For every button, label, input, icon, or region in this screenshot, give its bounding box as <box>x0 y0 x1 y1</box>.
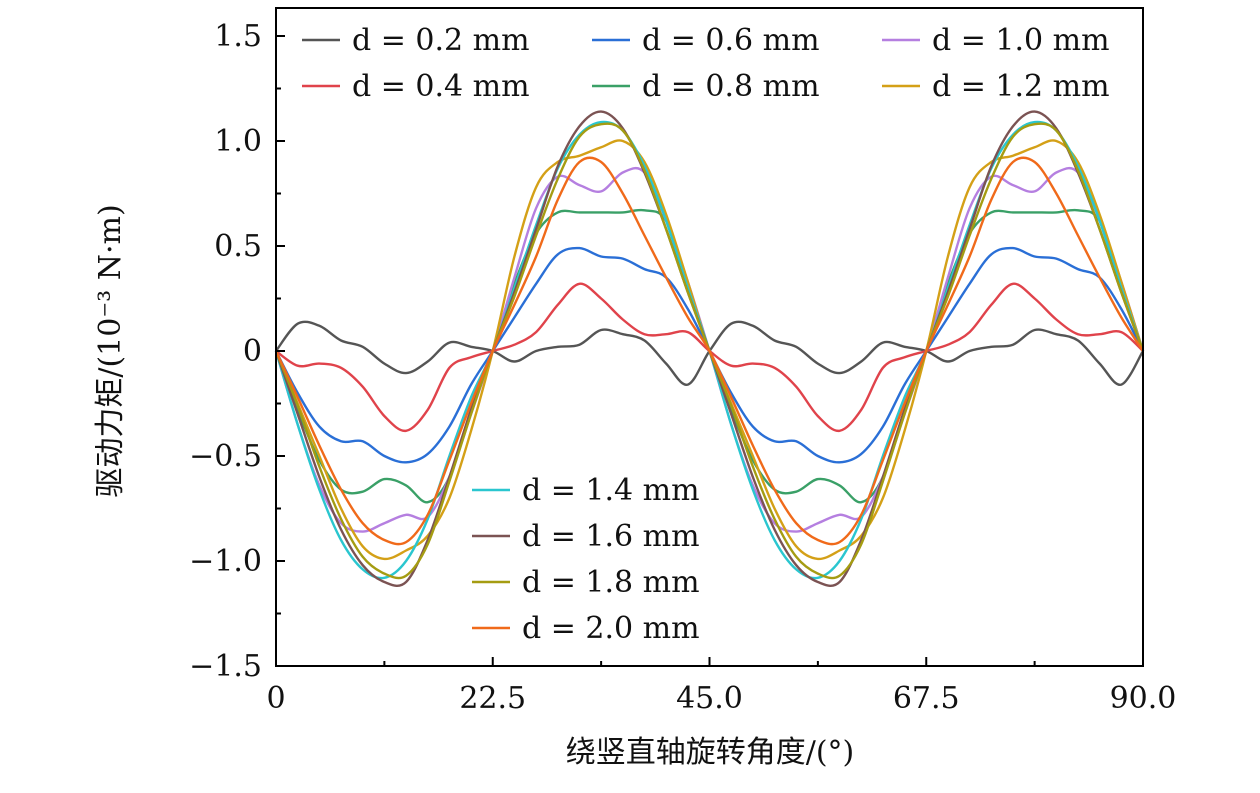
legend-item-9: d = 2.0 mm <box>472 611 700 646</box>
legend: d = 0.2 mm d = 0.4 mm d = 0.6 mm d = 0.8 mm… <box>302 23 1110 646</box>
series-line-9 <box>274 156 1145 546</box>
ticks-layer: 0 22.5 45.0 67.5 90.0 1.5 1.0 0.5 0 −0.5 −1.0 −1.5 <box>189 19 1176 716</box>
series-line-3 <box>274 208 1145 504</box>
legend-label: d = 0.6 mm <box>642 23 820 58</box>
y-axis-label: 驱动力矩/(10⁻³ N·m) <box>93 204 128 497</box>
legend-item-1: d = 0.4 mm <box>302 69 530 104</box>
legend-item-2: d = 0.6 mm <box>592 23 820 58</box>
legend-item-7: d = 1.6 mm <box>472 519 700 554</box>
legend-item-0: d = 0.2 mm <box>302 23 530 58</box>
y-tick-label: −0.5 <box>189 439 262 474</box>
legend-label: d = 1.6 mm <box>522 519 700 554</box>
legend-label: d = 1.2 mm <box>932 69 1110 104</box>
x-tick-label: 45.0 <box>676 681 743 716</box>
legend-item-4: d = 1.0 mm <box>882 23 1110 58</box>
series-layer <box>274 110 1145 588</box>
plot-frame <box>275 7 1144 667</box>
legend-item-8: d = 1.8 mm <box>472 565 700 600</box>
legend-label: d = 0.8 mm <box>642 69 820 104</box>
y-tick-label: 1.0 <box>214 124 262 159</box>
legend-item-3: d = 0.8 mm <box>592 69 820 104</box>
series-line-1 <box>275 282 1144 433</box>
y-tick-label: −1.5 <box>189 649 262 684</box>
y-tick-label: 1.5 <box>214 19 262 54</box>
x-tick-label: 22.5 <box>459 681 526 716</box>
legend-label: d = 2.0 mm <box>522 611 700 646</box>
y-tick-label: 0.5 <box>214 229 262 264</box>
y-tick-label: 0 <box>243 334 262 369</box>
x-tick-label: 67.5 <box>893 681 960 716</box>
legend-label: d = 0.4 mm <box>352 69 530 104</box>
legend-item-6: d = 1.4 mm <box>472 473 700 508</box>
x-axis-label: 绕竖直轴旋转角度/(°) <box>566 735 855 770</box>
x-tick-label: 0 <box>266 681 285 716</box>
legend-label: d = 1.4 mm <box>522 473 700 508</box>
legend-label: d = 1.0 mm <box>932 23 1110 58</box>
legend-label: d = 1.8 mm <box>522 565 700 600</box>
y-tick-label: −1.0 <box>189 544 262 579</box>
legend-label: d = 0.2 mm <box>352 23 530 58</box>
x-tick-label: 90.0 <box>1110 681 1177 716</box>
legend-item-5: d = 1.2 mm <box>882 69 1110 104</box>
